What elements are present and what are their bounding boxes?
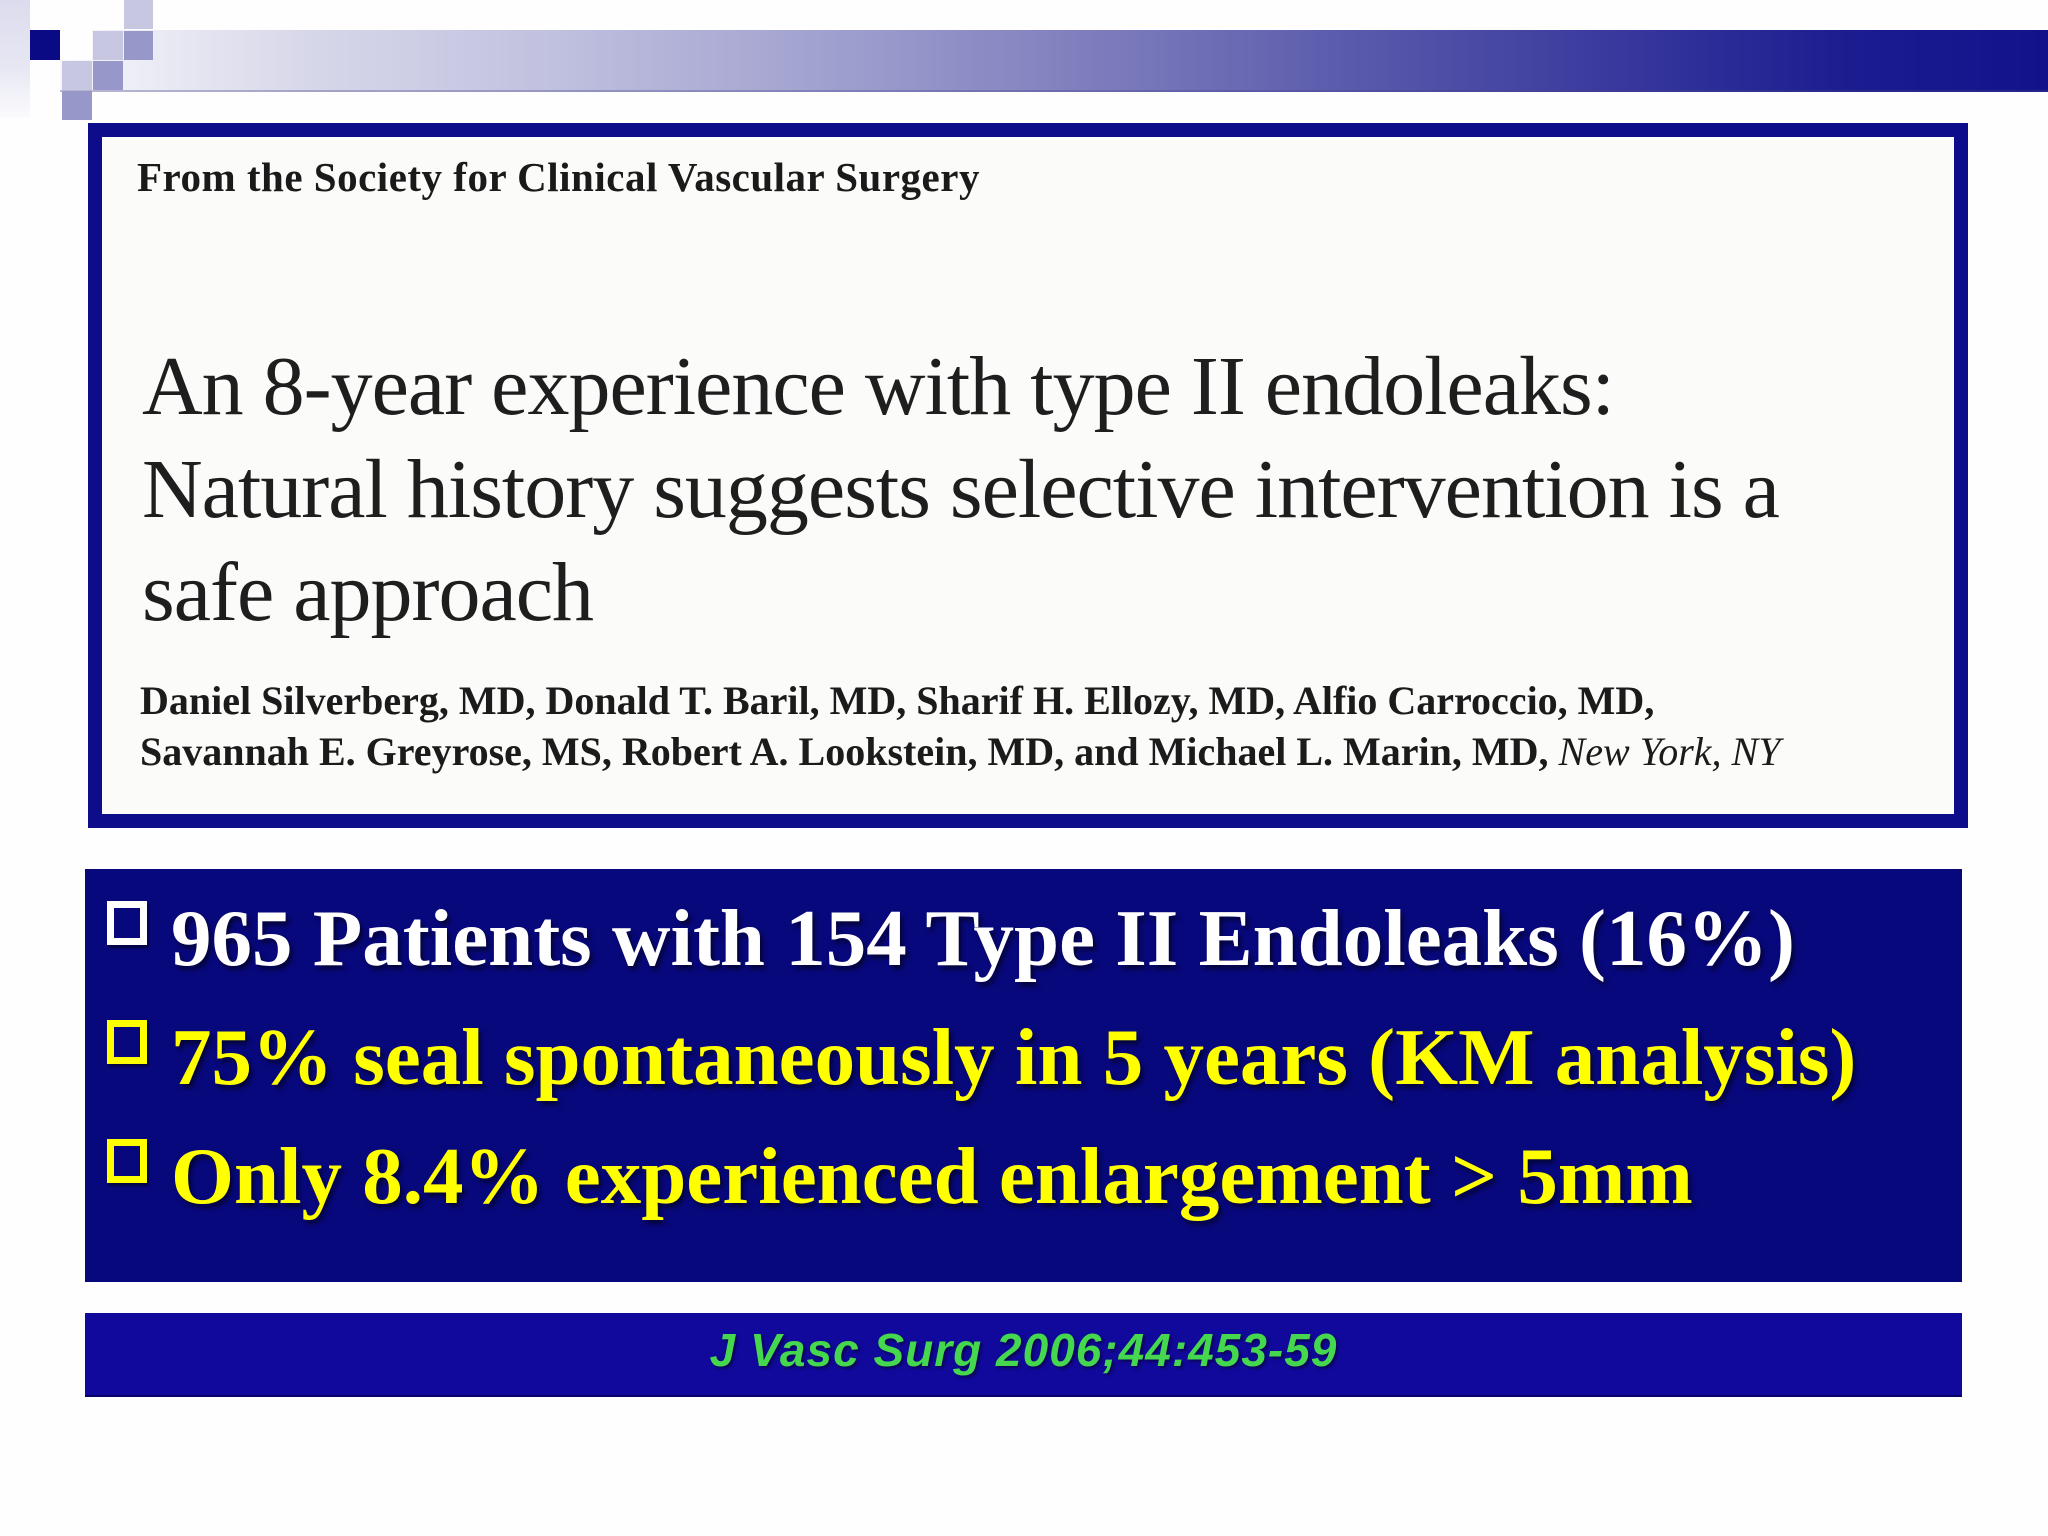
deco-square: [62, 61, 92, 90]
square-bullet-icon: [107, 1020, 147, 1064]
bullet-item: Only 8.4% experienced enlargement > 5mm: [107, 1131, 1693, 1221]
citation-bar: J Vasc Surg 2006;44:453-59: [85, 1313, 1962, 1397]
deco-square: [124, 31, 153, 60]
article-authors-line-1: Daniel Silverberg, MD, Donald T. Baril, …: [140, 678, 1655, 723]
article-authors-line-2: Savannah E. Greyrose, MS, Robert A. Look…: [140, 726, 1780, 777]
journal-section-eyebrow: From the Society for Clinical Vascular S…: [137, 154, 980, 200]
top-gradient-bar: [60, 30, 2048, 92]
deco-square: [93, 31, 123, 60]
bullet-item: 965 Patients with 154 Type II Endoleaks …: [107, 893, 1795, 983]
journal-citation: J Vasc Surg 2006;44:453-59: [709, 1324, 1338, 1376]
deco-square: [30, 30, 60, 60]
summary-bullet-panel: 965 Patients with 154 Type II Endoleaks …: [85, 869, 1962, 1282]
article-title-line-1: An 8-year experience with type II endole…: [142, 340, 1615, 433]
article-title: An 8-year experience with type II endole…: [142, 335, 1780, 644]
article-title-line-3: safe approach: [142, 546, 594, 639]
article-authors-line-2-names: Savannah E. Greyrose, MS, Robert A. Look…: [140, 729, 1559, 774]
deco-square: [60, 30, 92, 60]
article-authors: Daniel Silverberg, MD, Donald T. Baril, …: [140, 675, 1780, 777]
deco-square: [62, 91, 92, 120]
article-authors-location: New York, NY: [1558, 729, 1781, 774]
square-bullet-icon: [107, 901, 147, 945]
bullet-item: 75% seal spontaneously in 5 years (KM an…: [107, 1012, 1856, 1102]
left-gradient-strip: [0, 0, 30, 118]
bullet-text: 75% seal spontaneously in 5 years (KM an…: [171, 1012, 1857, 1102]
square-bullet-icon: [107, 1139, 147, 1183]
bullet-text: Only 8.4% experienced enlargement > 5mm: [171, 1131, 1693, 1221]
journal-article-clip: From the Society for Clinical Vascular S…: [88, 123, 1968, 828]
article-title-line-2: Natural history suggests selective inter…: [142, 443, 1780, 536]
deco-square: [93, 61, 123, 90]
deco-square: [124, 0, 153, 29]
bullet-text: 965 Patients with 154 Type II Endoleaks …: [171, 893, 1795, 983]
